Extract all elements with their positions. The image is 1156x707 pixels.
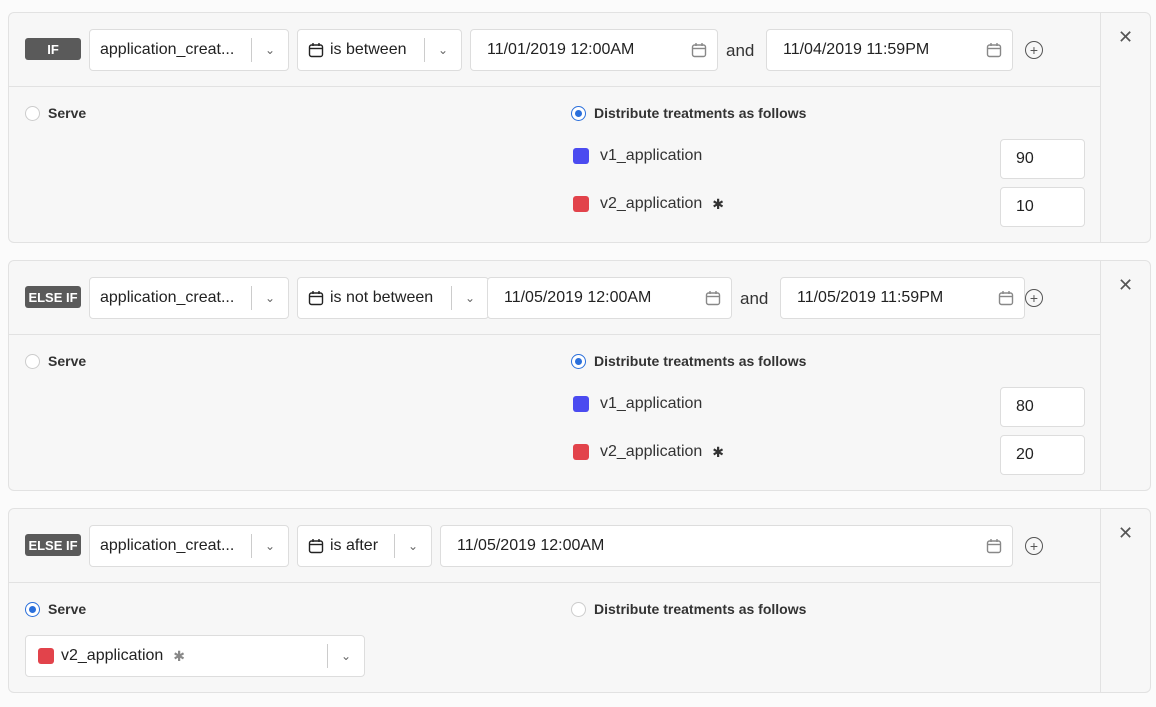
rule-condition-row: IF application_creat... ⌄ is between ⌄ 11/… [9, 13, 1101, 87]
add-condition-button[interactable]: + [1025, 289, 1043, 307]
serve-radio[interactable]: Serve [25, 353, 86, 369]
treatment-percent-input[interactable] [1000, 187, 1085, 227]
end-date-input[interactable]: 11/05/2019 11:59PM [780, 277, 1025, 319]
chevron-down-icon: ⌄ [264, 43, 276, 57]
serve-radio[interactable]: Serve [25, 601, 86, 617]
calendar-icon[interactable] [986, 538, 1002, 554]
start-date-input[interactable]: 11/01/2019 12:00AM [470, 29, 718, 71]
serve-label: Serve [48, 105, 87, 121]
color-swatch [573, 444, 589, 460]
add-condition-button[interactable]: + [1025, 537, 1043, 555]
attribute-select[interactable]: application_creat... ⌄ [89, 525, 289, 567]
start-date-value: 11/05/2019 12:00AM [504, 289, 652, 306]
distribute-radio[interactable]: Distribute treatments as follows [571, 601, 806, 617]
treatment-row: v2_application ✱ [573, 443, 724, 461]
serve-label: Serve [48, 353, 87, 369]
treatment-name: v1_application [600, 395, 703, 412]
calendar-icon[interactable] [998, 290, 1014, 306]
distribute-label: Distribute treatments as follows [594, 353, 807, 369]
calendar-icon [308, 538, 324, 554]
treatment-name: v1_application [600, 147, 703, 164]
chevron-down-icon: ⌄ [437, 43, 449, 57]
rule-actions: ✕ [1100, 13, 1150, 242]
operator-select[interactable]: is between ⌄ [297, 29, 462, 71]
asterisk-icon: ✱ [712, 195, 725, 212]
treatment-row: v1_application [573, 147, 702, 165]
distribute-label: Distribute treatments as follows [594, 105, 807, 121]
attribute-value: application_creat... [100, 537, 235, 554]
serve-treatment-select[interactable]: v2_application ✱ ⌄ [25, 635, 365, 677]
end-date-value: 11/05/2019 11:59PM [797, 289, 944, 306]
rule-actions: ✕ [1100, 261, 1150, 490]
end-date-input[interactable]: 11/04/2019 11:59PM [766, 29, 1013, 71]
distribute-radio[interactable]: Distribute treatments as follows [571, 353, 806, 369]
attribute-value: application_creat... [100, 41, 235, 58]
operator-value: is between [330, 41, 407, 58]
treatment-name: v2_application [600, 443, 703, 460]
color-swatch [38, 648, 54, 664]
chevron-down-icon: ⌄ [464, 291, 476, 305]
treatment-percent-input[interactable] [1000, 387, 1085, 427]
end-date-value: 11/04/2019 11:59PM [783, 41, 930, 58]
operator-select[interactable]: is after ⌄ [297, 525, 432, 567]
close-icon[interactable]: ✕ [1118, 523, 1134, 543]
calendar-icon[interactable] [986, 42, 1002, 58]
calendar-icon[interactable] [691, 42, 707, 58]
chevron-down-icon: ⌄ [340, 649, 352, 663]
rule-badge: ELSE IF [25, 534, 81, 556]
and-label: and [726, 41, 755, 60]
treatment-row: v2_application ✱ [573, 195, 724, 213]
distribute-radio[interactable]: Distribute treatments as follows [571, 105, 806, 121]
attribute-select[interactable]: application_creat... ⌄ [89, 277, 289, 319]
asterisk-icon: ✱ [712, 443, 725, 460]
date-value: 11/05/2019 12:00AM [457, 537, 605, 554]
color-swatch [573, 148, 589, 164]
rule-card-else-if: ELSE IF application_creat... ⌄ is after ⌄ … [8, 508, 1151, 693]
rule-badge: ELSE IF [25, 286, 81, 308]
rule-condition-row: ELSE IF application_creat... ⌄ is after ⌄ … [9, 509, 1101, 583]
add-condition-button[interactable]: + [1025, 41, 1043, 59]
rule-card-if: IF application_creat... ⌄ is between ⌄ 11/… [8, 12, 1151, 243]
serve-label: Serve [48, 601, 87, 617]
served-treatment: v2_application [61, 647, 164, 664]
start-date-input[interactable]: 11/05/2019 12:00AM [487, 277, 732, 319]
rule-actions: ✕ [1100, 509, 1150, 692]
calendar-icon [308, 290, 324, 306]
treatment-percent-input[interactable] [1000, 435, 1085, 475]
rule-condition-row: ELSE IF application_creat... ⌄ is not bet… [9, 261, 1101, 335]
date-input[interactable]: 11/05/2019 12:00AM [440, 525, 1013, 567]
color-swatch [573, 396, 589, 412]
asterisk-icon: ✱ [173, 647, 186, 664]
treatment-name: v2_application [600, 195, 703, 212]
calendar-icon[interactable] [705, 290, 721, 306]
distribute-label: Distribute treatments as follows [594, 601, 807, 617]
treatment-percent-input[interactable] [1000, 139, 1085, 179]
chevron-down-icon: ⌄ [264, 291, 276, 305]
operator-value: is after [330, 537, 379, 554]
serve-radio[interactable]: Serve [25, 105, 86, 121]
start-date-value: 11/01/2019 12:00AM [487, 41, 635, 58]
close-icon[interactable]: ✕ [1118, 27, 1134, 47]
calendar-icon [308, 42, 324, 58]
rule-badge: IF [25, 38, 81, 60]
operator-select[interactable]: is not between ⌄ [297, 277, 489, 319]
chevron-down-icon: ⌄ [264, 539, 276, 553]
treatment-row: v1_application [573, 395, 702, 413]
color-swatch [573, 196, 589, 212]
close-icon[interactable]: ✕ [1118, 275, 1134, 295]
attribute-select[interactable]: application_creat... ⌄ [89, 29, 289, 71]
and-label: and [740, 289, 769, 308]
attribute-value: application_creat... [100, 289, 235, 306]
chevron-down-icon: ⌄ [407, 539, 419, 553]
rule-card-else-if: ELSE IF application_creat... ⌄ is not bet… [8, 260, 1151, 491]
operator-value: is not between [330, 289, 434, 306]
